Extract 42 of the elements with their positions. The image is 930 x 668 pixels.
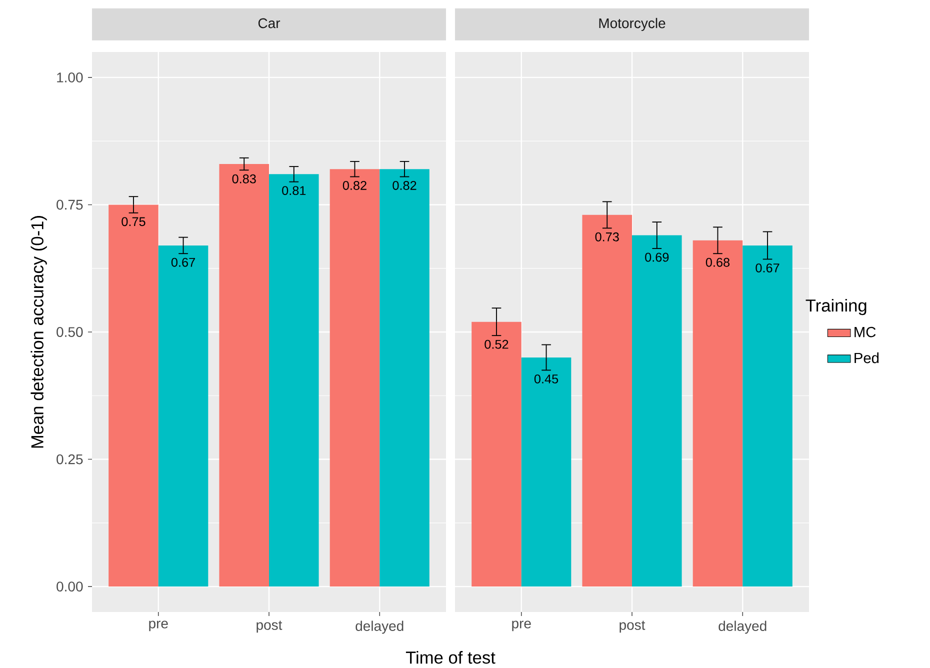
- legend-label: MC: [854, 326, 876, 338]
- x-tick-label: post: [620, 620, 646, 633]
- y-tick-label: 0.50: [56, 327, 83, 337]
- x-tick-label: delayed: [718, 620, 766, 634]
- y-tick-label: 0.00: [56, 582, 83, 592]
- data-label: 0.67: [171, 258, 195, 267]
- data-label: 0.75: [122, 217, 146, 226]
- bar: [632, 235, 682, 587]
- bar: [742, 245, 792, 587]
- bar: [108, 204, 158, 587]
- legend-label: Ped: [854, 352, 879, 364]
- bar: [380, 169, 430, 587]
- bar: [330, 169, 380, 587]
- x-axis-title: Time of test: [406, 650, 496, 664]
- data-label: 0.82: [392, 180, 416, 190]
- x-tick-label: pre: [149, 620, 168, 632]
- bar: [158, 245, 208, 587]
- x-tick-label: pre: [512, 620, 531, 632]
- data-label: 0.81: [282, 186, 306, 196]
- data-label: 0.45: [534, 374, 558, 384]
- chart-title: Motorcycle: [599, 18, 666, 31]
- bar: [472, 322, 522, 587]
- data-label: 0.82: [342, 180, 366, 190]
- data-label: 0.83: [232, 174, 256, 184]
- y-tick-label: 0.25: [56, 454, 83, 464]
- bar: [692, 240, 743, 587]
- data-label: 0.73: [595, 232, 619, 242]
- bar: [219, 164, 270, 587]
- y-tick-label: 0.75: [56, 200, 83, 210]
- bar: [521, 357, 572, 587]
- y-tick-label: 1.00: [57, 72, 83, 82]
- data-label: 0.52: [484, 340, 508, 349]
- bar: [582, 214, 632, 587]
- data-label: 0.67: [756, 263, 780, 272]
- x-tick-label: post: [256, 620, 282, 633]
- y-axis-title: Mean detection accuracy (0-1): [30, 216, 47, 448]
- x-tick-label: delayed: [356, 620, 404, 634]
- data-label: 0.69: [645, 252, 669, 262]
- chart-title: Car: [258, 18, 280, 28]
- legend-title: Training: [806, 298, 866, 316]
- data-label: 0.68: [706, 258, 730, 267]
- bar: [269, 174, 319, 587]
